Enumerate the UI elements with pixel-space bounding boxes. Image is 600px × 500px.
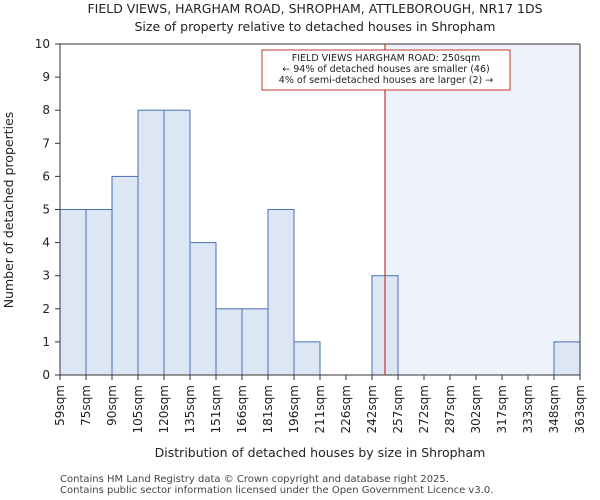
x-tick-label: 151sqm: [209, 385, 223, 433]
x-tick-label: 257sqm: [391, 385, 405, 433]
bar-105sqm: [137, 109, 165, 376]
annotation-box: FIELD VIEWS HARGHAM ROAD: 250sqm ← 94% o…: [261, 49, 511, 91]
chart-subtitle: Size of property relative to detached ho…: [135, 19, 496, 34]
x-tick-label: 272sqm: [417, 385, 431, 433]
footer-licence: Contains public sector information licen…: [60, 485, 494, 496]
bar-151sqm: [215, 308, 243, 376]
y-tick-label: 0: [42, 368, 50, 382]
y-tick-label: 3: [42, 269, 50, 283]
x-tick-label: 226sqm: [339, 385, 353, 433]
x-tick-label: 181sqm: [261, 385, 275, 433]
x-tick-label: 196sqm: [287, 385, 301, 433]
bar-196sqm: [293, 341, 321, 376]
y-tick-label: 9: [42, 70, 50, 84]
x-axis-label: Distribution of detached houses by size …: [155, 445, 486, 460]
bar-59sqm: [59, 209, 87, 376]
y-tick-label: 4: [42, 236, 50, 250]
y-tick-label: 8: [42, 103, 50, 117]
x-tick-label: 348sqm: [547, 385, 561, 433]
y-tick-label: 6: [42, 169, 50, 183]
x-tick-label: 317sqm: [495, 385, 509, 433]
y-axis-label: Number of detached properties: [1, 112, 16, 309]
annotation-line-1: FIELD VIEWS HARGHAM ROAD: 250sqm: [292, 53, 480, 64]
bar-75sqm: [85, 209, 113, 376]
bar-135sqm: [189, 242, 217, 376]
bar-166sqm: [241, 308, 269, 376]
bar-120sqm: [163, 109, 191, 376]
larger-region-shade: [385, 44, 580, 375]
x-tick-label: 363sqm: [573, 385, 587, 433]
chart-title: FIELD VIEWS, HARGHAM ROAD, SHROPHAM, ATT…: [87, 1, 542, 16]
annotation-line-3: 4% of semi-detached houses are larger (2…: [279, 75, 493, 86]
bar-181sqm: [267, 209, 295, 376]
bar-90sqm: [111, 175, 139, 376]
x-tick-label: 90sqm: [105, 385, 119, 426]
x-tick-label: 302sqm: [469, 385, 483, 433]
annotation-line-2: ← 94% of detached houses are smaller (46…: [282, 64, 489, 75]
x-tick-label: 120sqm: [157, 385, 171, 433]
x-tick-label: 75sqm: [79, 385, 93, 426]
y-tick-label: 10: [35, 37, 50, 51]
annotation-frame: [261, 49, 511, 91]
x-tick-label: 59sqm: [53, 385, 67, 426]
x-tick-label: 105sqm: [131, 385, 145, 433]
y-tick-label: 1: [42, 335, 50, 349]
x-tick-label: 211sqm: [313, 385, 327, 433]
x-tick-label: 166sqm: [235, 385, 249, 433]
bar-348sqm: [553, 341, 581, 376]
y-tick-label: 2: [42, 302, 50, 316]
y-tick-label: 5: [42, 203, 50, 217]
x-tick-label: 333sqm: [521, 385, 535, 433]
footer-copyright: Contains HM Land Registry data © Crown c…: [60, 474, 449, 485]
x-tick-label: 135sqm: [183, 385, 197, 433]
x-tick-label: 242sqm: [365, 385, 379, 433]
y-tick-label: 7: [42, 136, 50, 150]
x-tick-label: 287sqm: [443, 385, 457, 433]
